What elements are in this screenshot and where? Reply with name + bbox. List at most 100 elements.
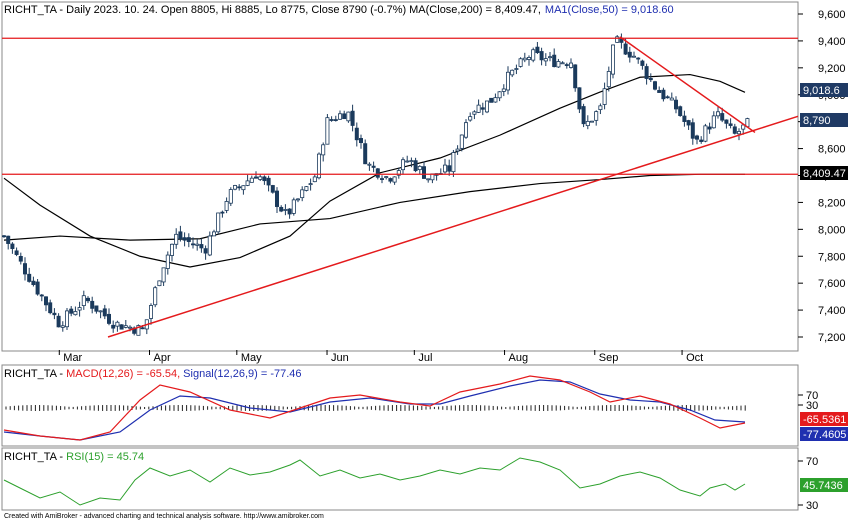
candle-body — [695, 135, 700, 140]
signal-label: Signal(12,26,9) = -77.46 — [183, 368, 301, 380]
candle-body — [573, 64, 578, 89]
ma200-line-path — [3, 173, 745, 241]
candle-body — [522, 57, 527, 61]
candle-body — [480, 107, 485, 110]
candle-body — [65, 310, 70, 328]
badge-bg — [800, 427, 848, 441]
y-tick-label: 9,600 — [818, 9, 846, 21]
candle-body — [31, 280, 36, 286]
x-tick-label: Aug — [509, 352, 529, 364]
badge-text: 9,018.6 — [803, 85, 840, 97]
candle-body — [107, 313, 112, 324]
candle-body — [442, 164, 447, 173]
candle-body — [73, 311, 78, 316]
candle-body — [539, 51, 544, 61]
candle-body — [186, 237, 191, 242]
uptrend-line — [107, 115, 799, 338]
candle-body — [690, 122, 695, 139]
candle-body — [581, 106, 586, 125]
candle-body — [291, 199, 296, 214]
footer-credit: Created with AmiBroker - advanced charti… — [4, 513, 324, 520]
candle-body — [527, 57, 532, 60]
rsi-y-tick-label: 30 — [806, 500, 818, 512]
candle-body — [262, 176, 267, 182]
candle-body — [741, 124, 746, 130]
candle-body — [707, 126, 712, 130]
candle-body — [484, 100, 489, 113]
candles — [2, 33, 750, 336]
candle-body — [321, 144, 326, 156]
y-tick-label: 7,200 — [818, 332, 846, 344]
candle-body — [531, 49, 536, 61]
candle-body — [421, 166, 426, 179]
candle-body — [686, 120, 691, 126]
candle-body — [732, 126, 737, 134]
badge-text: 8,790 — [803, 115, 831, 127]
candle-body — [447, 165, 452, 172]
candle-body — [316, 153, 321, 179]
candle-body — [392, 176, 397, 183]
candle-body — [140, 327, 145, 330]
candle-body — [195, 243, 200, 246]
candle-body — [514, 68, 519, 70]
badge-text: -65.5361 — [803, 414, 846, 426]
candle-body — [674, 99, 679, 110]
badge-bg — [800, 83, 848, 97]
candle-body — [560, 62, 565, 65]
candle-body — [2, 235, 7, 238]
candle-body — [405, 160, 410, 163]
main-info: - Daily 2023. 10. 24. Open 8805, Hi 8885… — [56, 4, 406, 16]
candle-body — [493, 97, 498, 103]
candle-body — [497, 91, 502, 99]
x-tick-label: Jul — [418, 352, 432, 364]
candle-body — [342, 113, 347, 120]
candle-body — [602, 88, 607, 105]
candle-body — [90, 300, 95, 309]
candle-body — [661, 89, 666, 100]
candle-body — [14, 250, 19, 255]
candle-body — [115, 321, 120, 327]
candle-body — [178, 231, 183, 240]
candle-body — [669, 97, 674, 101]
main-title: RICHT_TA - Daily 2023. 10. 24. Open 8805… — [4, 4, 674, 16]
candle-body — [585, 120, 590, 127]
candle-body — [77, 307, 82, 311]
value-badges: 9,018.6 8,790 8,409.47 -65.5361 -77.4605 45.7… — [800, 83, 848, 492]
candle-body — [548, 56, 553, 59]
badge-macd: -65.5361 — [800, 412, 848, 426]
ma50-line — [3, 73, 746, 268]
candle-body — [86, 297, 91, 302]
candle-body — [216, 212, 221, 233]
candle-body — [400, 159, 405, 171]
candle-body — [606, 71, 611, 88]
candle-body — [371, 165, 376, 168]
macd-title: RICHT_TA - MACD(12,26) = -65.54, Signal(1… — [4, 368, 302, 380]
badge-ma200: 8,409.47 — [800, 166, 848, 180]
rsi-pane-plot: 30 70 — [3, 456, 818, 512]
candle-body — [253, 176, 258, 179]
badge-text: -77.4605 — [803, 429, 846, 441]
candle-body — [426, 178, 431, 181]
badge-ma50: 9,018.6 — [800, 83, 848, 97]
candle-body — [241, 185, 246, 191]
candle-body — [396, 170, 401, 176]
candle-body — [543, 58, 548, 62]
candle-body — [350, 110, 355, 126]
x-tick-label: May — [241, 352, 262, 364]
candle-body — [39, 294, 44, 297]
badge-bg — [800, 478, 848, 492]
candle-body — [627, 51, 632, 58]
candle-body — [501, 88, 506, 92]
candle-body — [510, 69, 515, 76]
macd-line — [3, 375, 746, 441]
candle-body — [657, 90, 662, 93]
candle-body — [337, 113, 342, 120]
downtrend-line — [619, 36, 756, 134]
candle-body — [69, 308, 74, 314]
candle-body — [123, 325, 128, 328]
candle-body — [199, 244, 204, 249]
x-tick-label: Mar — [63, 352, 82, 364]
candle-body — [153, 287, 158, 306]
